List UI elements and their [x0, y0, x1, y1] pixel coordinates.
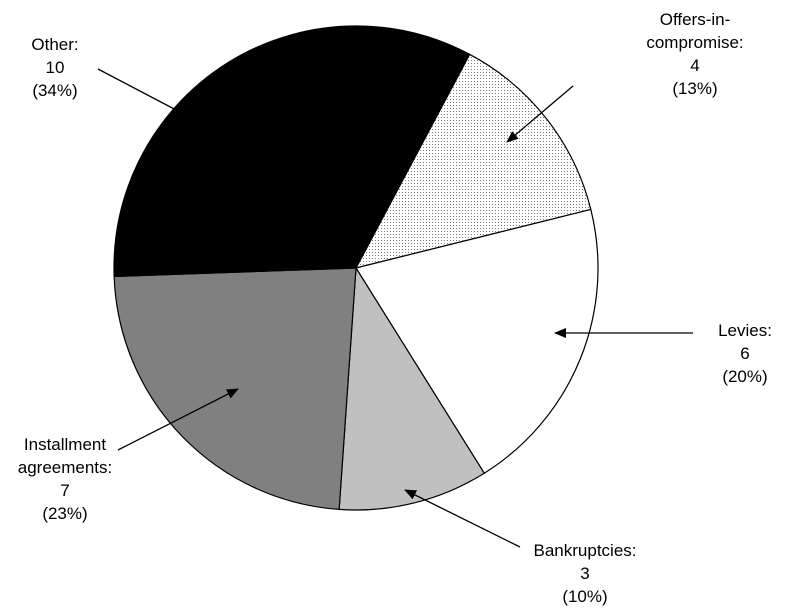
- bankruptcies-label-value: 3: [580, 564, 590, 583]
- offers-label-line1: Offers-in-: [659, 10, 731, 29]
- installment-leader-arrow: [117, 388, 239, 451]
- installment-label-percent: (23%): [42, 504, 88, 523]
- installment-label-line2: agreements:: [17, 458, 113, 477]
- bankruptcies-leader-arrow: [404, 489, 521, 548]
- pie-slice-offers-in-compromise: [354, 53, 592, 269]
- installment-label-line1: Installment: [23, 435, 107, 454]
- levies-label-line1: Levies:: [718, 321, 772, 340]
- levies-label-value: 6: [740, 344, 750, 363]
- other-label-value: 10: [45, 58, 65, 77]
- levies-label-percent: (20%): [722, 367, 768, 386]
- bankruptcies-label-percent: (10%): [562, 587, 608, 606]
- installment-label-value: 7: [60, 481, 70, 500]
- other-label: Other: 10 (34%): [10, 33, 100, 102]
- other-label-percent: (34%): [32, 81, 78, 100]
- bankruptcies-label-line1: Bankruptcies:: [533, 541, 637, 560]
- bankruptcies-label: Bankruptcies: 3 (10%): [510, 539, 660, 608]
- installment-label: Installment agreements: 7 (23%): [5, 433, 125, 525]
- pie-slice-levies: [355, 208, 599, 475]
- pie-slice-bankruptcies: [338, 266, 486, 511]
- other-label-line1: Other:: [31, 35, 79, 54]
- pie-slice-installment-agreements: [113, 267, 357, 511]
- levies-label: Levies: 6 (20%): [700, 319, 790, 388]
- offers-label-percent: (13%): [672, 79, 718, 98]
- other-leader-line: [97, 68, 179, 112]
- offers-leader-arrow: [506, 85, 574, 143]
- offers-label-line2: compromise:: [646, 33, 744, 52]
- pie-slice-other: [113, 25, 471, 278]
- offers-label: Offers-in- compromise: 4 (13%): [630, 8, 760, 100]
- offers-label-value: 4: [690, 56, 700, 75]
